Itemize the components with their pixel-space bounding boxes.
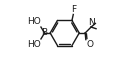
Text: N: N <box>88 18 95 27</box>
Text: F: F <box>71 5 76 14</box>
Text: O: O <box>86 40 93 49</box>
Text: HO: HO <box>27 40 41 49</box>
Text: HO: HO <box>27 17 41 26</box>
Text: B: B <box>41 28 48 37</box>
